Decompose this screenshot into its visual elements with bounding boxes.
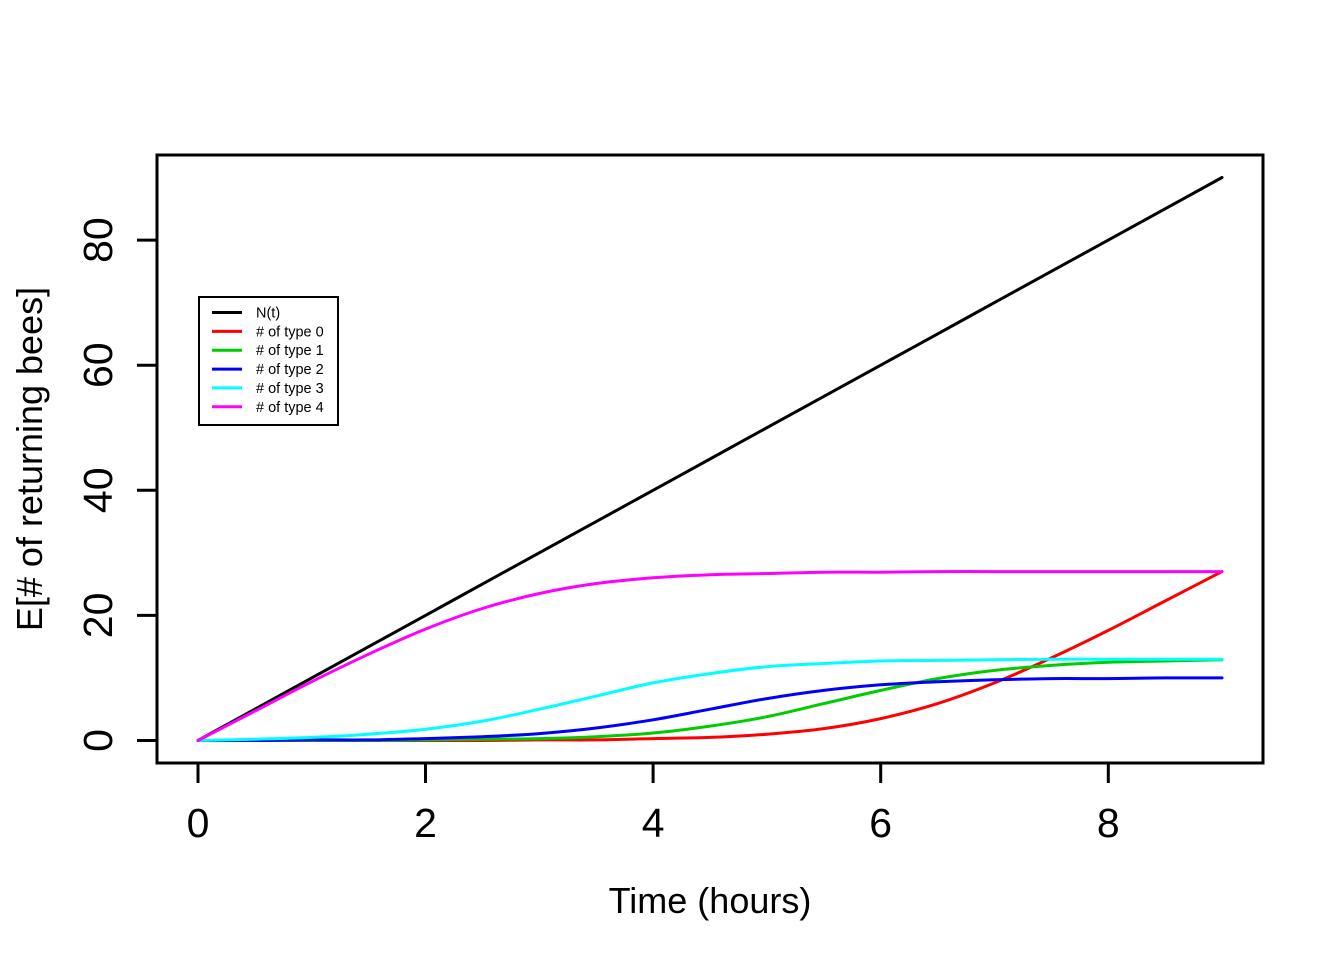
legend-box <box>198 296 339 426</box>
series-line-5 <box>196 570 1224 742</box>
legend-label: # of type 0 <box>256 324 324 340</box>
x-tick-label: 0 <box>187 800 210 846</box>
y-tick-label: 60 <box>75 342 121 388</box>
legend-label: N(t) <box>256 306 280 322</box>
legend: N(t) # of type 0 # of type 1 # of type 2 # o… <box>198 296 339 426</box>
series-curves <box>196 176 1224 743</box>
series-line-4 <box>196 657 1224 742</box>
x-tick-label: 2 <box>414 800 437 846</box>
x-tick-label: 6 <box>869 800 892 846</box>
x-tick-label: 8 <box>1097 800 1120 846</box>
y-axis-ticks: 0 20 40 60 80 <box>75 217 157 752</box>
series-line-3 <box>196 676 1224 743</box>
legend-label: # of type 4 <box>256 400 324 416</box>
y-tick-label: 20 <box>75 593 121 639</box>
legend-label: # of type 1 <box>256 343 324 359</box>
y-tick-label: 40 <box>75 467 121 513</box>
x-tick-label: 4 <box>642 800 665 846</box>
legend-label: # of type 2 <box>256 362 324 378</box>
y-tick-label: 80 <box>75 217 121 263</box>
x-axis-title: Time (hours) <box>609 880 812 921</box>
x-axis-ticks: 0 2 4 6 8 <box>187 763 1120 846</box>
series-line-0 <box>196 176 1224 742</box>
legend-label: # of type 3 <box>256 381 324 397</box>
plot-border <box>155 153 1265 765</box>
y-axis-title: E[# of returning bees] <box>9 287 50 631</box>
y-tick-label: 0 <box>75 729 121 752</box>
